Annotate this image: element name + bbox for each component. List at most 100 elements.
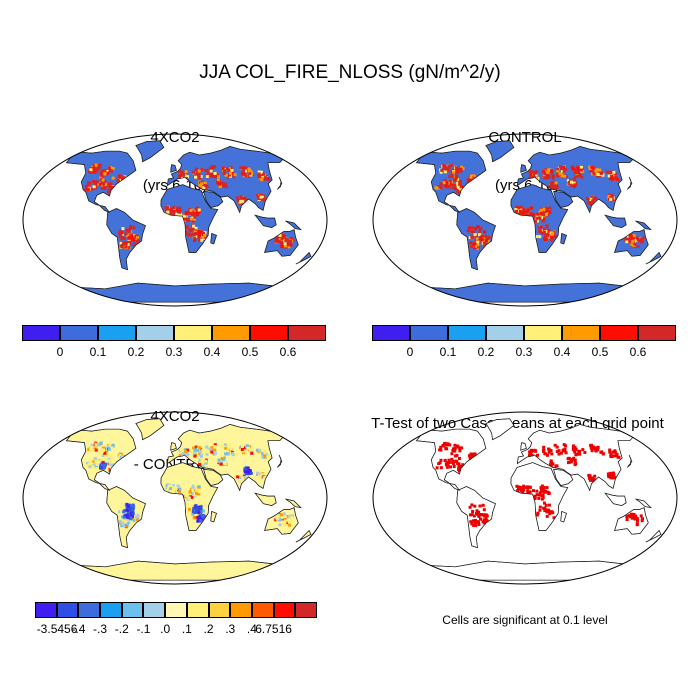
grid-cell [289,243,293,247]
grid-cell [169,486,172,490]
grid-cell [131,507,135,511]
colorbar-4xco2-label: 0.1 [89,345,107,359]
grid-cell [446,442,450,446]
grid-cell [249,448,253,452]
colorbar-difference-label: -.2 [114,622,129,636]
grid-cell [178,170,181,174]
grid-cell [130,233,133,237]
grid-cell [562,169,566,173]
grid-cell [130,520,134,524]
grid-cell [591,166,595,170]
grid-cell [534,449,537,453]
grid-cell [549,459,553,463]
grid-cell [131,238,135,242]
grid-cell [202,186,206,189]
grid-cell [108,183,112,187]
colorbar-difference-label: -3.5456 [36,622,78,636]
grid-cell [183,491,187,495]
grid-cell [607,197,611,201]
grid-cell [545,213,548,216]
grid-cell [574,447,578,451]
grid-cell [92,463,96,467]
grid-cell [434,186,438,190]
grid-cell [111,185,114,189]
grid-cell [535,489,539,493]
grid-cell [94,180,98,184]
grid-cell [197,234,201,238]
grid-cell [189,490,192,494]
grid-cell [515,211,519,215]
colorbar-control-swatch [410,325,448,341]
grid-cell [128,240,132,244]
grid-cell [174,487,178,490]
grid-cell [108,182,112,186]
grid-cell [573,446,577,449]
grid-cell [118,454,122,458]
grid-cell [129,224,133,228]
grid-cell [476,240,480,244]
grid-cell [469,241,473,245]
grid-cell [132,504,136,508]
grid-cell [125,228,129,232]
grid-cell [533,494,537,498]
grid-cell [107,447,111,451]
grid-cell [577,170,580,174]
grid-cell [579,168,582,172]
grid-cell [591,199,595,203]
grid-cell [461,463,465,467]
grid-cell [92,457,96,461]
grid-cell [107,459,111,463]
colorbar-difference-swatch [35,602,57,618]
grid-cell [122,510,126,514]
grid-cell [624,237,628,241]
grid-cell [196,510,200,514]
grid-cell [136,516,140,520]
grid-cell [242,449,246,453]
grid-cell [178,206,182,210]
grid-cell [537,493,541,497]
grid-cell [481,234,484,238]
grid-cell [540,216,543,220]
grid-cell [263,455,267,459]
grid-cell [100,171,104,175]
grid-cell [629,514,633,518]
grid-cell [285,514,289,518]
grid-cell [209,171,213,175]
grid-cell [122,524,126,528]
grid-cell [607,475,611,479]
grid-cell [275,237,279,241]
grid-cell [556,167,560,171]
grid-cell [610,175,614,179]
grid-cell [168,209,172,213]
grid-cell [555,445,559,449]
grid-cell [444,184,448,188]
grid-cell [224,185,228,189]
grid-cell [526,208,530,212]
grid-cell [189,229,193,233]
grid-cell [479,238,483,242]
grid-cell [538,491,542,495]
grid-cell [277,239,281,243]
grid-cell [106,452,110,456]
grid-cell [473,504,477,508]
grid-cell [205,450,209,454]
grid-cell [578,452,582,456]
grid-cell [106,446,110,449]
grid-cell [478,238,482,242]
grid-cell [481,239,485,243]
colorbar-difference-label: .2 [203,622,214,636]
grid-cell [581,448,585,452]
grid-cell [111,468,115,472]
grid-cell [119,234,123,238]
grid-cell [639,514,643,518]
grid-cell [197,502,201,506]
grid-cell [116,178,120,182]
grid-cell [517,486,520,490]
grid-cell [542,228,546,232]
grid-cell [88,460,92,464]
grid-cell [136,238,140,242]
grid-cell [110,464,114,468]
grid-cell [449,163,453,167]
grid-cell [102,448,105,452]
grid-cell [193,230,197,234]
